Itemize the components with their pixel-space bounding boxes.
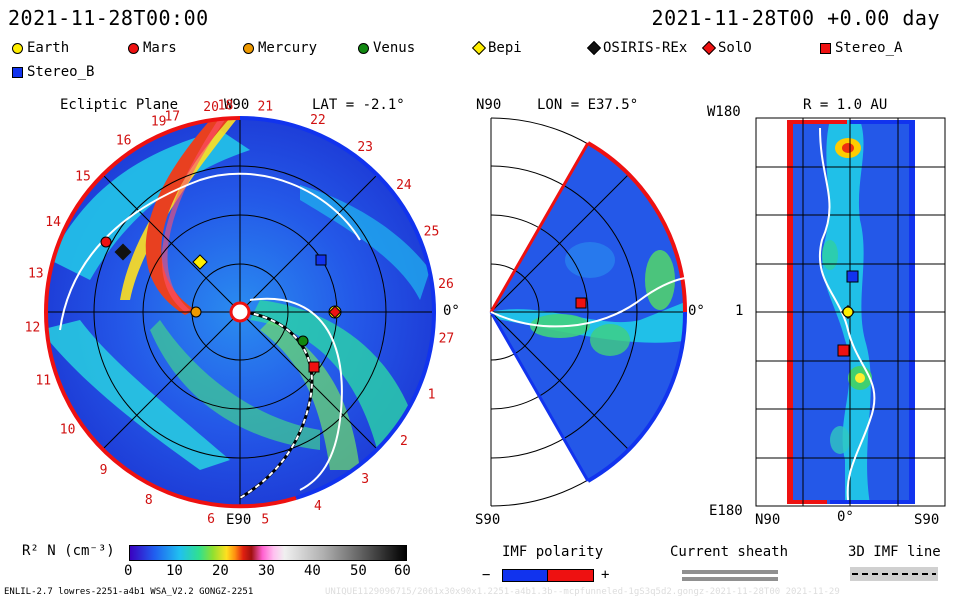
colorbar — [129, 545, 407, 561]
stereo-b-marker — [315, 254, 327, 266]
longitude-label: 4 — [314, 499, 322, 514]
panel1-lat-label: LAT = -2.1° — [312, 97, 405, 113]
legend-bepi: Bepi — [471, 40, 522, 56]
longitude-label: 21 — [257, 100, 273, 115]
footer-right: UNIQUE1129096715/2061x30x90x1.2251-a4b1.… — [325, 587, 840, 597]
panel2-top-label: N90 — [476, 97, 502, 113]
longitude-label: 19 — [151, 115, 167, 130]
panel3-mid-label: 1 — [735, 303, 744, 319]
current-sheath-swatch-1 — [682, 570, 778, 574]
legend-earth: Earth — [12, 40, 69, 56]
longitude-label: 24 — [396, 178, 412, 193]
longitude-label: 14 — [45, 215, 61, 230]
meridional-imf-line — [490, 277, 686, 328]
ecliptic-boundary-red — [43, 116, 297, 509]
legend-solo: SolO — [701, 40, 752, 56]
mercury-marker — [190, 306, 202, 318]
longitude-label: 22 — [310, 113, 326, 128]
longitude-label: 13 — [28, 266, 44, 281]
colorbar-label: R² N (cm⁻³) — [22, 543, 115, 559]
imf-line-title: 3D IMF line — [848, 544, 941, 560]
longitude-label: 27 — [439, 331, 455, 346]
imf-polarity-title: IMF polarity — [502, 544, 604, 560]
current-sheath-swatch-2 — [682, 577, 778, 581]
stereo-a-marker-icon — [820, 42, 831, 54]
panel3-axis-n90: N90 — [755, 512, 781, 528]
panel1-top-label: W90 — [224, 97, 250, 113]
solo-marker — [328, 305, 342, 319]
panel2-right-label: 0° — [688, 303, 705, 319]
imf-polarity-positive-swatch — [547, 569, 594, 582]
legend-stereo-a: Stereo_A — [820, 40, 902, 56]
longitude-label: 2 — [400, 434, 408, 449]
legend-osiris: OSIRIS-REx — [586, 40, 687, 56]
panel1-bottom-label: E90 — [226, 512, 252, 528]
venus-marker-icon — [358, 42, 369, 54]
header-time-right: 2021-11-28T00 +0.00 day — [651, 6, 940, 30]
imf-polarity-plus: + — [601, 567, 610, 583]
longitude-label: 20 — [203, 100, 219, 115]
sun-icon — [229, 301, 251, 323]
stereo-a-marker-meridional — [575, 297, 587, 309]
longitude-label: 17 — [164, 109, 180, 124]
current-sheath-title: Current sheath — [670, 544, 789, 560]
earth-marker-map — [842, 306, 854, 318]
venus-marker — [297, 335, 309, 347]
panel2-lon-label: LON = E37.5° — [537, 97, 639, 113]
panel2-bottom-label: S90 — [475, 512, 501, 528]
legend-mars: Mars — [128, 40, 177, 56]
longitude-label: 1 — [428, 387, 436, 402]
osiris-rex-marker — [114, 243, 132, 261]
earth-imf-line — [59, 172, 361, 331]
longitude-label: 8 — [145, 493, 153, 508]
meridional-grid — [490, 117, 686, 507]
imf-polarity-negative-swatch — [502, 569, 549, 582]
mars-marker — [100, 236, 112, 248]
ecliptic-boundary-blue — [239, 116, 437, 500]
bepi-marker — [192, 254, 208, 270]
longitude-label: 6 — [207, 512, 215, 527]
stereo-a-marker — [308, 361, 320, 373]
footer-left: ENLIL-2.7 lowres-2251-a4b1 WSA_V2.2 GONG… — [4, 587, 254, 597]
longitude-label: 26 — [438, 277, 454, 292]
imf-line-swatch — [850, 567, 938, 581]
panel3-r-label: R = 1.0 AU — [803, 97, 888, 113]
longitude-label: 9 — [100, 463, 108, 478]
panel3-axis-0: 0° — [837, 509, 854, 525]
longitude-label: 10 — [60, 422, 76, 437]
stereo-b-marker-icon — [12, 66, 23, 78]
header-time-left: 2021-11-28T00:00 — [8, 6, 209, 30]
mars-marker-icon — [128, 42, 139, 54]
longitude-label: 5 — [261, 512, 269, 527]
legend-venus: Venus — [358, 40, 415, 56]
longitude-label: 16 — [116, 134, 132, 149]
longitude-label: 18 — [218, 99, 234, 114]
longitude-label: 25 — [424, 225, 440, 240]
panel3-top-left-label: W180 — [707, 104, 741, 120]
panel3-axis-s90: S90 — [914, 512, 940, 528]
radial-map-grid — [755, 117, 946, 507]
longitude-label: 15 — [75, 170, 91, 185]
longitude-label: 12 — [25, 321, 41, 336]
stereo-b-marker-map — [846, 270, 859, 283]
legend-stereo-b: Stereo_B — [12, 64, 94, 80]
stereo-a-marker-map — [837, 344, 850, 357]
radial-map-neutral-line — [818, 127, 876, 501]
panel1-title: Ecliptic Plane — [60, 97, 179, 113]
imf-polarity-minus: − — [482, 567, 491, 583]
panel1-right-label: 0° — [443, 303, 460, 319]
longitude-label: 23 — [357, 140, 373, 155]
imf-line-2 — [249, 297, 343, 491]
panel3-bottom-left-label: E180 — [709, 503, 743, 519]
legend-mercury: Mercury — [243, 40, 317, 56]
longitude-label: 3 — [361, 472, 369, 487]
mercury-marker-icon — [243, 42, 254, 54]
longitude-label: 11 — [35, 374, 51, 389]
earth-marker-icon — [12, 42, 23, 54]
